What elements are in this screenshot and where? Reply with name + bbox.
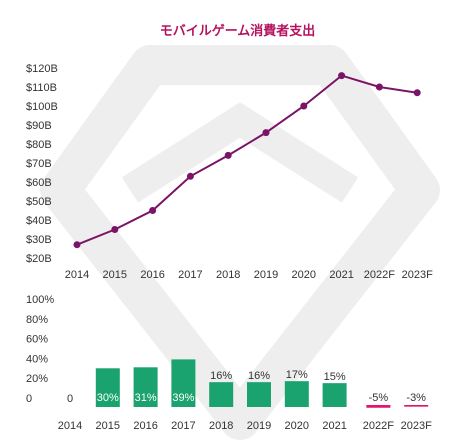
x-tick-label: 2020 — [285, 420, 309, 432]
bar-value-label: 16% — [210, 370, 232, 382]
y-tick-label: $90B — [26, 120, 52, 132]
x-tick-label: 2023F — [402, 269, 433, 281]
x-tick-label: 2014 — [65, 269, 89, 281]
y-tick-label: 80% — [26, 314, 48, 326]
growth-bar-chart: 0 20% 40% 60% 80% 100% 0 2014 30% 2015 31% 2016 39% 2… — [26, 294, 432, 432]
bar-value-label: -3% — [406, 392, 426, 404]
bar-value-label: 15% — [324, 371, 346, 383]
y-tick-label: 20% — [26, 373, 48, 385]
x-tick-label: 2014 — [58, 420, 82, 432]
growth-bar — [247, 382, 271, 407]
y-tick-label: $120B — [26, 63, 58, 75]
x-tick-label: 2023F — [401, 420, 432, 432]
growth-bar — [366, 405, 391, 408]
x-tick-label: 2021 — [322, 420, 346, 432]
data-point — [73, 241, 81, 249]
x-tick-label: 2020 — [292, 269, 316, 281]
x-tick-label: 2015 — [96, 420, 120, 432]
x-tick-label: 2017 — [178, 269, 202, 281]
x-tick-label: 2016 — [140, 269, 164, 281]
bar-value-label: 17% — [286, 369, 308, 381]
chart-title: モバイルゲーム消費者支出 — [159, 24, 316, 39]
y-tick-label: $80B — [26, 139, 52, 151]
growth-bar — [171, 359, 196, 407]
growth-bar — [284, 381, 309, 407]
x-tick-label: 2022F — [364, 269, 395, 281]
y-tick-label: $50B — [26, 196, 52, 208]
data-point — [300, 102, 308, 110]
watermark-outline — [40, 45, 440, 440]
bar-value-label: 30% — [97, 392, 119, 404]
y-tick-label: $40B — [26, 215, 52, 227]
growth-bar — [404, 405, 429, 407]
bar-value-label: 0 — [67, 393, 73, 405]
x-tick-label: 2017 — [171, 420, 195, 432]
bar-value-label: 31% — [135, 392, 157, 404]
bar-value-label: -5% — [369, 392, 389, 404]
data-point — [149, 207, 157, 214]
data-point — [186, 172, 194, 180]
growth-bar — [95, 368, 120, 407]
y-tick-label: $60B — [26, 177, 52, 189]
y-tick-label: 100% — [26, 294, 54, 306]
data-point — [338, 72, 346, 80]
y-tick-label: $20B — [26, 253, 52, 265]
x-tick-label: 2015 — [103, 269, 127, 281]
line-chart: $20B $30B $40B $50B $60B $70B $80B $90B $100B $11… — [26, 63, 433, 281]
series-line — [76, 74, 418, 246]
y-tick-label: 40% — [26, 353, 48, 365]
y-tick-label: $70B — [26, 158, 52, 170]
growth-bar — [209, 382, 234, 407]
y-tick-label: $30B — [26, 234, 52, 246]
growth-bar — [322, 383, 347, 407]
x-tick-label: 2018 — [216, 269, 240, 281]
x-tick-label: 2019 — [254, 269, 278, 281]
data-point — [224, 151, 232, 159]
bar-value-label: 16% — [248, 370, 270, 382]
x-tick-label: 2022F — [363, 420, 394, 432]
x-tick-label: 2016 — [133, 420, 157, 432]
watermark-inner — [121, 102, 359, 203]
x-tick-label: 2021 — [329, 269, 353, 281]
data-point — [413, 89, 421, 97]
data-point — [375, 83, 383, 91]
y-tick-label: $110B — [26, 82, 57, 94]
diamond-watermark-icon — [40, 45, 440, 440]
bar-value-label: 39% — [172, 392, 194, 404]
x-tick-label: 2018 — [209, 420, 233, 432]
data-point — [262, 129, 270, 137]
data-point — [111, 226, 119, 233]
x-tick-label: 2019 — [247, 420, 271, 432]
y-tick-label: 0 — [26, 393, 32, 405]
growth-bar — [133, 367, 158, 407]
y-tick-label: 60% — [26, 334, 48, 346]
y-tick-label: $100B — [26, 101, 58, 113]
